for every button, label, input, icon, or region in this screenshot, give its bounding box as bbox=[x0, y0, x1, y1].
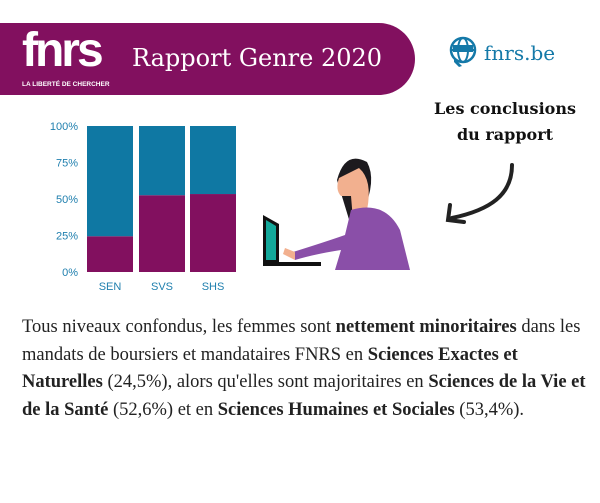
emphasis-text: Sciences Humaines et Sociales bbox=[217, 399, 455, 420]
bar-segment-svs-0 bbox=[139, 195, 185, 272]
bar-segment-sen-1 bbox=[87, 126, 133, 237]
emphasis-text: Sciences de la Vie et de la Santé bbox=[22, 372, 586, 420]
body-text: Tous niveaux confondus, les femmes sont bbox=[22, 317, 336, 337]
y-tick-label: 0% bbox=[62, 267, 78, 279]
globe-www-icon bbox=[449, 36, 477, 67]
fnrs-logo: fnrs bbox=[22, 24, 104, 77]
body-text: (53,4%). bbox=[454, 399, 525, 420]
emphasis-text: nettement minoritaires bbox=[335, 317, 517, 337]
bar-segment-svs-1 bbox=[139, 126, 185, 196]
y-tick-label: 75% bbox=[56, 158, 78, 170]
emphasis-text: Sciences Exactes et Naturelles bbox=[22, 344, 518, 393]
bar-segment-shs-1 bbox=[190, 126, 236, 195]
website-link[interactable]: fnrs.be bbox=[448, 36, 555, 70]
website-label: fnrs.be bbox=[484, 41, 556, 65]
page-title: Rapport Genre 2020 bbox=[132, 44, 383, 72]
body-text: (52,6%) et en bbox=[108, 399, 218, 420]
y-tick-label: 100% bbox=[50, 121, 78, 133]
bar-segment-shs-0 bbox=[190, 194, 236, 272]
x-tick-label: SHS bbox=[202, 281, 225, 293]
x-tick-label: SVS bbox=[151, 281, 173, 293]
callout-line-2: du rapport bbox=[456, 125, 554, 144]
header-banner: fnrs LA LIBERTÉ DE CHERCHER Rapport Genr… bbox=[0, 23, 415, 95]
callout-line-1: Les conclusions bbox=[434, 99, 576, 118]
body-text: (24,5%), alors qu'elles sont majoritaire… bbox=[102, 372, 429, 392]
y-tick-label: 25% bbox=[56, 231, 78, 243]
conclusions-callout: Les conclusions du rapport bbox=[425, 96, 585, 148]
logo-tagline: LA LIBERTÉ DE CHERCHER bbox=[22, 81, 110, 88]
y-tick-label: 50% bbox=[56, 194, 78, 206]
body-text: dans les mandats de boursiers et mandata… bbox=[22, 317, 581, 365]
arrow-icon bbox=[445, 163, 514, 224]
stacked-bar-chart: 0% 25% 50% 75% 100% SEN SVS SHS bbox=[50, 121, 236, 293]
summary-paragraph: Tous niveaux confondus, les femmes sont … bbox=[22, 314, 592, 424]
bar-segment-sen-0 bbox=[87, 236, 133, 272]
x-tick-label: SEN bbox=[99, 281, 122, 293]
woman-laptop-illustration bbox=[263, 158, 410, 270]
